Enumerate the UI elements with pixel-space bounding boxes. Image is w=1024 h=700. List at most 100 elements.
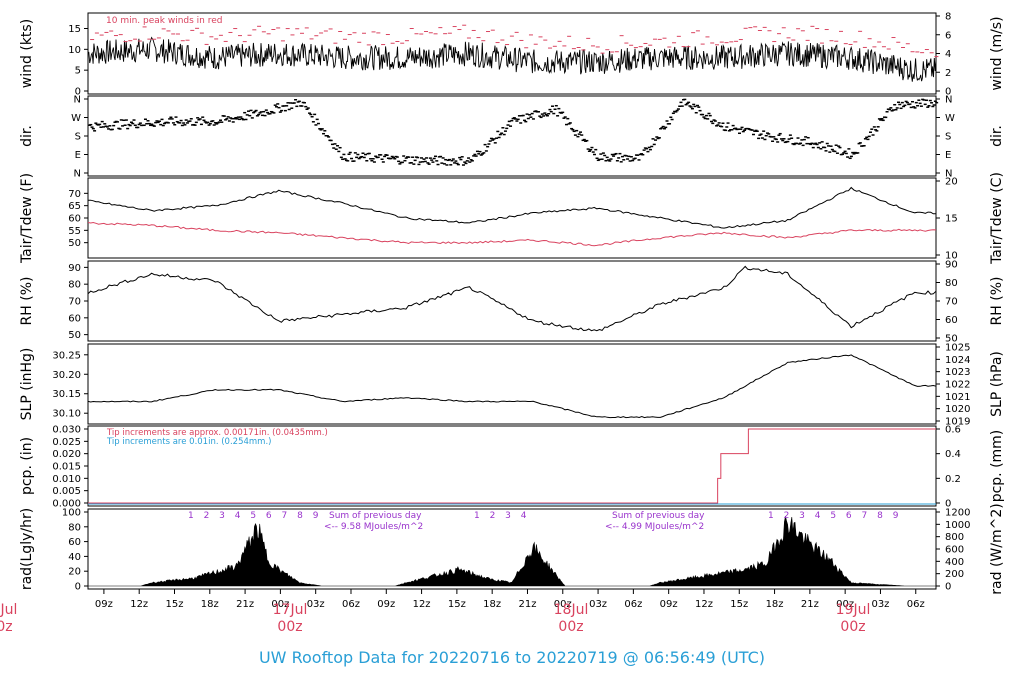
ytick-label-slp: 30.10 — [52, 409, 81, 420]
ytick-right-label-temp: 15 — [945, 214, 958, 225]
date-sub-label: 00z — [558, 619, 583, 635]
ylabel-right-wind: wind (m/s) — [989, 16, 1005, 90]
ytick-right-label-rad: 400 — [945, 557, 964, 568]
ytick-right-label-slp: 1024 — [945, 355, 970, 366]
rad-label-6: 1 2 3 4 5 6 7 8 9 — [768, 511, 902, 521]
xtick-label: 06z — [907, 599, 925, 610]
ylabel-rh: RH (%) — [19, 277, 35, 326]
ytick-label-pcp: 0.015 — [52, 462, 81, 473]
ylabel-rad: rad(Lgly/hr) — [19, 508, 35, 590]
ytick-right-label-rh: 60 — [945, 315, 958, 326]
ytick-label-temp: 70 — [68, 189, 81, 200]
ytick-label-rh: 60 — [68, 313, 81, 324]
ytick-label-rad: 60 — [68, 537, 81, 548]
xtick-label: 00z — [554, 599, 572, 610]
panel-frame-dir — [87, 95, 937, 177]
panel-frame-rh — [87, 260, 937, 342]
xtick-label: 12z — [130, 599, 148, 610]
ylabel-right-rh: RH (%) — [989, 277, 1005, 326]
ytick-right-label-slp: 1022 — [945, 380, 970, 391]
chart-footer-title: UW Rooftop Data for 20220716 to 20220719… — [258, 648, 766, 667]
ytick-right-label-pcp: 0.2 — [945, 474, 961, 485]
ytick-right-label-wind: 6 — [945, 30, 951, 41]
ylabel-right-slp: SLP (hPa) — [989, 351, 1005, 417]
series-line-wind — [87, 36, 937, 82]
ytick-label-rh: 70 — [68, 297, 81, 308]
ytick-right-label-rh: 50 — [945, 334, 958, 345]
ytick-right-label-rh: 80 — [945, 278, 958, 289]
ytick-right-label-wind: 8 — [945, 12, 951, 23]
ytick-label-rad: 100 — [62, 508, 81, 519]
xtick-label: 15z — [166, 599, 184, 610]
ytick-right-label-wind: 4 — [945, 49, 951, 60]
xtick-label: 00z — [836, 599, 854, 610]
series-line-tdew — [87, 221, 937, 247]
ytick-right-label-rad: 0 — [945, 582, 951, 593]
ytick-label-pcp: 0.010 — [52, 474, 81, 485]
rad-label-3: 1 2 3 4 — [474, 511, 530, 521]
ylabel-temp: Tair/Tdew (F) — [19, 173, 35, 264]
ytick-label-pcp: 0.030 — [52, 425, 81, 436]
date-label: 18Jul — [554, 602, 589, 618]
ylabel-right-pcp: pcp. (mm) — [989, 430, 1005, 503]
xtick-label: 15z — [448, 599, 466, 610]
series-line-slp — [87, 354, 937, 419]
date-sub-label: 00z — [840, 619, 865, 635]
xtick-label: 15z — [730, 599, 748, 610]
xtick-label: 12z — [695, 599, 713, 610]
xtick-label: 21z — [236, 599, 254, 610]
ylabel-slp: SLP (inHg) — [19, 348, 35, 421]
series-line-tair — [88, 186, 936, 229]
rad-label-0: 1 2 3 4 5 6 7 8 9 — [188, 511, 322, 521]
panel-frame-slp — [87, 343, 937, 425]
ytick-label-temp: 50 — [68, 238, 81, 249]
pcp-note-tip: Tip increments are 0.01in. (0.254mm.) — [106, 437, 271, 447]
xtick-label: 21z — [801, 599, 819, 610]
ytick-label-wind: 5 — [75, 66, 81, 77]
ytick-label-slp: 30.20 — [52, 370, 81, 381]
ytick-label-rh: 50 — [68, 330, 81, 341]
xtick-label: 18z — [483, 599, 501, 610]
ylabel-right-temp: Tair/Tdew (C) — [989, 172, 1005, 265]
ytick-label-pcp: 0.025 — [52, 437, 81, 448]
ytick-right-label-rh: 70 — [945, 297, 958, 308]
series-line-pcp — [88, 428, 936, 504]
rad-label-1: Sum of previous day — [329, 511, 422, 521]
ytick-right-label-rh: 90 — [945, 260, 958, 271]
ytick-label-rh: 80 — [68, 280, 81, 291]
xtick-label: 06z — [624, 599, 642, 610]
ytick-right-label-rad: 1000 — [945, 520, 970, 531]
ytick-label-slp: 30.15 — [52, 389, 81, 400]
date-label: 19Jul — [836, 602, 871, 618]
ytick-label-dir: N — [74, 95, 81, 106]
ytick-right-label-slp: 1023 — [945, 367, 970, 378]
ylabel-right-rad: rad (W/m^2) — [989, 503, 1005, 594]
xtick-label: 03z — [307, 599, 325, 610]
ytick-label-rad: 20 — [68, 567, 81, 578]
ytick-right-label-temp: 20 — [945, 177, 958, 188]
ytick-right-label-dir: N — [945, 95, 952, 106]
ytick-right-label-temp: 10 — [945, 251, 958, 262]
ytick-label-dir: N — [74, 169, 81, 180]
pcp-note-approx: Tip increments are approx. 0.00171in. (0… — [106, 428, 328, 438]
panel-frame-temp — [87, 177, 937, 259]
date-sub-label: 00z — [277, 619, 302, 635]
ytick-label-rad: 0 — [75, 582, 81, 593]
xtick-label: 06z — [342, 599, 360, 610]
ytick-label-temp: 65 — [68, 201, 81, 212]
date-label: 16Jul — [0, 602, 17, 618]
ylabel-dir: dir. — [19, 125, 35, 147]
ytick-right-label-dir: W — [945, 113, 955, 124]
xtick-label: 18z — [201, 599, 219, 610]
xtick-label: 21z — [518, 599, 536, 610]
ytick-right-label-dir: N — [945, 169, 952, 180]
ytick-right-label-rad: 200 — [945, 569, 964, 580]
ytick-right-label-wind: 0 — [945, 87, 951, 98]
ytick-right-label-slp: 1021 — [945, 392, 970, 403]
ytick-label-wind: 10 — [68, 45, 81, 56]
xtick-label: 03z — [871, 599, 889, 610]
rad-label-2: <-- 9.58 MJoules/m^2 — [324, 522, 423, 532]
ytick-label-dir: W — [71, 113, 81, 124]
xtick-label: 00z — [271, 599, 289, 610]
